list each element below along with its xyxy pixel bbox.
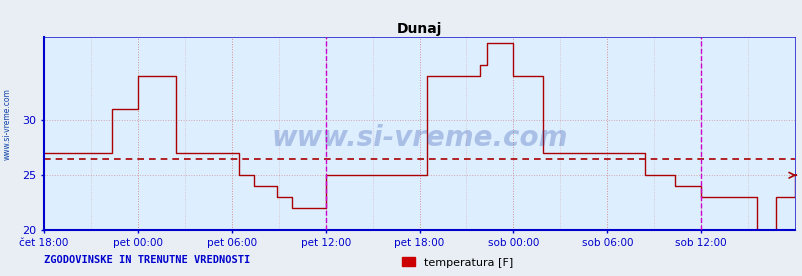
Legend: temperatura [F]: temperatura [F] — [402, 257, 512, 268]
Text: ZGODOVINSKE IN TRENUTNE VREDNOSTI: ZGODOVINSKE IN TRENUTNE VREDNOSTI — [44, 255, 250, 265]
Text: www.si-vreme.com: www.si-vreme.com — [2, 88, 11, 160]
Title: Dunaj: Dunaj — [396, 22, 442, 36]
Text: www.si-vreme.com: www.si-vreme.com — [271, 124, 567, 152]
